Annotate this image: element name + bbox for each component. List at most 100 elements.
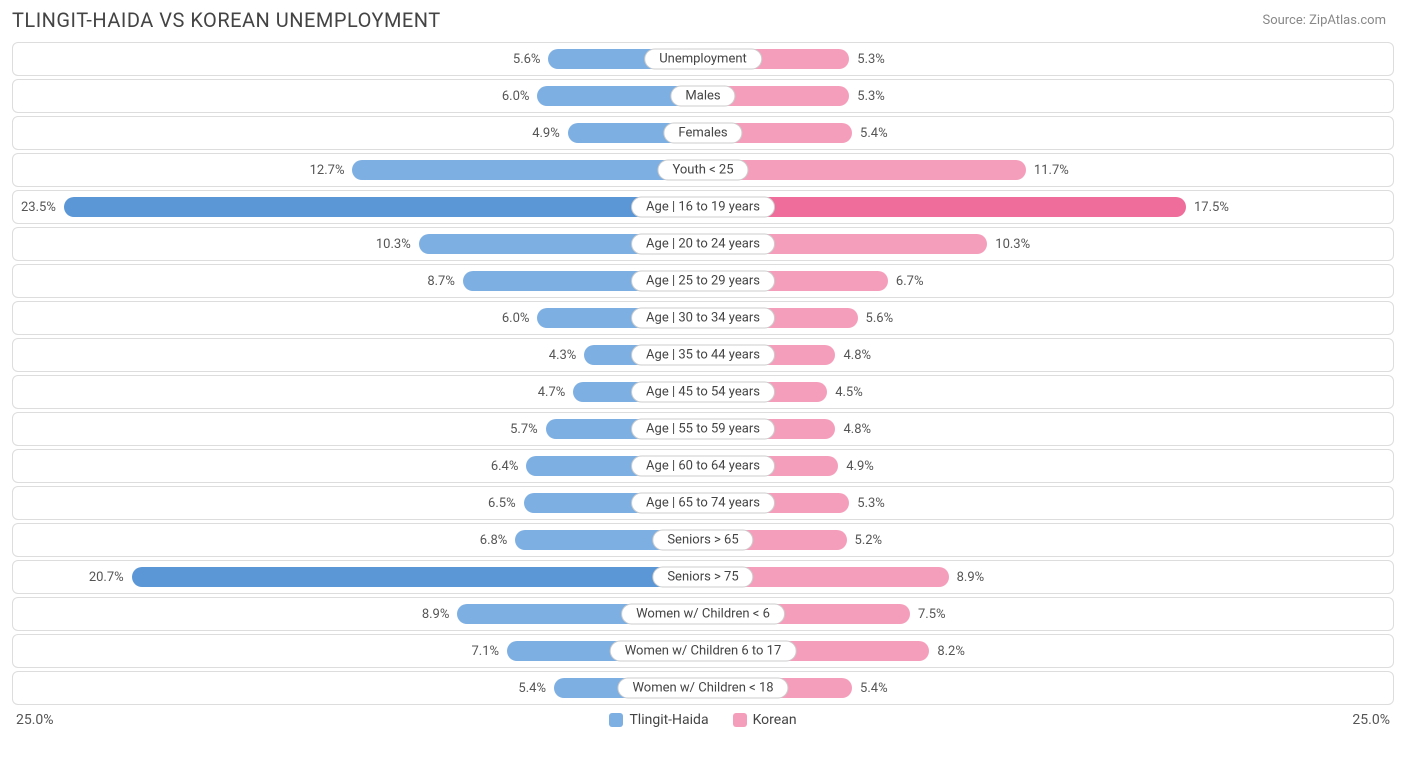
left-value-label: 8.9% (414, 607, 458, 622)
right-value-label: 5.4% (852, 126, 896, 141)
category-label: Age | 55 to 59 years (631, 419, 775, 440)
row-left-half: 23.5% (13, 191, 703, 223)
right-value-label: 5.2% (847, 533, 891, 548)
left-value-label: 4.7% (530, 385, 574, 400)
row-right-half: 17.5% (703, 191, 1393, 223)
row-left-half: 6.4% (13, 450, 703, 482)
right-value-label: 4.5% (827, 385, 871, 400)
legend-swatch (733, 713, 747, 727)
row-left-half: 8.9% (13, 598, 703, 630)
chart-row: 20.7% 8.9%Seniors > 75 (12, 560, 1394, 594)
left-bar (352, 160, 703, 180)
right-bar (703, 160, 1026, 180)
chart-row: 4.3%4.8%Age | 35 to 44 years (12, 338, 1394, 372)
category-label: Unemployment (644, 49, 762, 70)
category-label: Women w/ Children < 6 (621, 604, 785, 625)
chart-row: 12.7% 11.7% Youth < 25 (12, 153, 1394, 187)
legend-item: Tlingit-Haida (609, 712, 708, 728)
left-value-label: 5.7% (502, 422, 546, 437)
legend: Tlingit-Haida Korean (609, 712, 796, 728)
row-right-half: 7.5% (703, 598, 1393, 630)
chart-row: 6.5% 5.3% Age | 65 to 74 years (12, 486, 1394, 520)
left-value-label: 6.4% (483, 459, 527, 474)
category-label: Women w/ Children 6 to 17 (610, 641, 797, 662)
right-value-label: 4.8% (835, 422, 879, 437)
row-left-half: 10.3% (13, 228, 703, 260)
chart-title: TLINGIT-HAIDA VS KOREAN UNEMPLOYMENT (12, 8, 441, 32)
chart-footer: 25.0% Tlingit-Haida Korean 25.0% (0, 708, 1406, 728)
right-value-label: 4.9% (838, 459, 882, 474)
category-label: Males (670, 86, 735, 107)
row-right-half: 5.4% (703, 672, 1393, 704)
legend-item: Korean (733, 712, 797, 728)
row-right-half: 5.2% (703, 524, 1393, 556)
row-right-half: 11.7% (703, 154, 1393, 186)
legend-label: Korean (753, 712, 797, 728)
left-value-label: 20.7% (81, 570, 132, 585)
left-value-label: 6.0% (494, 311, 538, 326)
left-bar (132, 567, 703, 587)
chart-row: 23.5% 17.5% Age | 16 to 19 years (12, 190, 1394, 224)
row-right-half: 5.3% (703, 487, 1393, 519)
row-right-half: 4.5% (703, 376, 1393, 408)
row-right-half: 10.3% (703, 228, 1393, 260)
left-value-label: 6.0% (494, 89, 538, 104)
chart-row: 6.4%4.9%Age | 60 to 64 years (12, 449, 1394, 483)
row-left-half: 6.0% (13, 302, 703, 334)
row-left-half: 5.6% (13, 43, 703, 75)
chart-row: 4.7% 4.5% Age | 45 to 54 years (12, 375, 1394, 409)
chart-header: TLINGIT-HAIDA VS KOREAN UNEMPLOYMENT Sou… (0, 0, 1406, 36)
chart-source: Source: ZipAtlas.com (1262, 13, 1386, 28)
left-value-label: 6.8% (472, 533, 516, 548)
row-left-half: 4.3% (13, 339, 703, 371)
row-right-half: 6.7% (703, 265, 1393, 297)
category-label: Age | 65 to 74 years (631, 493, 775, 514)
category-label: Age | 30 to 34 years (631, 308, 775, 329)
left-value-label: 10.3% (368, 237, 419, 252)
left-value-label: 5.4% (510, 681, 554, 696)
category-label: Age | 45 to 54 years (631, 382, 775, 403)
row-right-half: 5.6% (703, 302, 1393, 334)
row-left-half: 6.5% (13, 487, 703, 519)
right-value-label: 8.2% (929, 644, 973, 659)
row-left-half: 8.7% (13, 265, 703, 297)
row-right-half: 8.9% (703, 561, 1393, 593)
category-label: Females (663, 123, 742, 144)
category-label: Youth < 25 (657, 160, 748, 181)
chart-area: 5.6%5.3%Unemployment6.0%5.3%Males4.9%5.4… (0, 36, 1406, 705)
row-left-half: 5.4% (13, 672, 703, 704)
right-value-label: 5.6% (858, 311, 902, 326)
category-label: Women w/ Children < 18 (617, 678, 788, 699)
chart-row: 6.0%5.3%Males (12, 79, 1394, 113)
right-value-label: 17.5% (1186, 200, 1237, 215)
row-left-half: 4.9% (13, 117, 703, 149)
right-value-label: 5.3% (849, 496, 893, 511)
row-left-half: 4.7% (13, 376, 703, 408)
row-left-half: 20.7% (13, 561, 703, 593)
category-label: Age | 16 to 19 years (631, 197, 775, 218)
axis-max-right: 25.0% (1352, 712, 1390, 728)
chart-row: 6.8% 5.2% Seniors > 65 (12, 523, 1394, 557)
row-right-half: 4.8% (703, 339, 1393, 371)
chart-row: 4.9% 5.4% Females (12, 116, 1394, 150)
right-value-label: 4.8% (835, 348, 879, 363)
chart-row: 5.4%5.4%Women w/ Children < 18 (12, 671, 1394, 705)
chart-row: 6.0% 5.6% Age | 30 to 34 years (12, 301, 1394, 335)
category-label: Seniors > 65 (652, 530, 753, 551)
category-label: Seniors > 75 (652, 567, 753, 588)
row-right-half: 8.2% (703, 635, 1393, 667)
left-value-label: 5.6% (505, 52, 549, 67)
row-left-half: 12.7% (13, 154, 703, 186)
right-bar (703, 197, 1186, 217)
category-label: Age | 25 to 29 years (631, 271, 775, 292)
left-value-label: 12.7% (302, 163, 353, 178)
right-value-label: 11.7% (1026, 163, 1077, 178)
chart-row: 10.3%10.3%Age | 20 to 24 years (12, 227, 1394, 261)
left-value-label: 7.1% (463, 644, 507, 659)
right-value-label: 5.3% (849, 52, 893, 67)
axis-max-left: 25.0% (16, 712, 54, 728)
legend-swatch (609, 713, 623, 727)
chart-row: 5.7% 4.8% Age | 55 to 59 years (12, 412, 1394, 446)
chart-row: 8.7%6.7%Age | 25 to 29 years (12, 264, 1394, 298)
row-left-half: 7.1% (13, 635, 703, 667)
